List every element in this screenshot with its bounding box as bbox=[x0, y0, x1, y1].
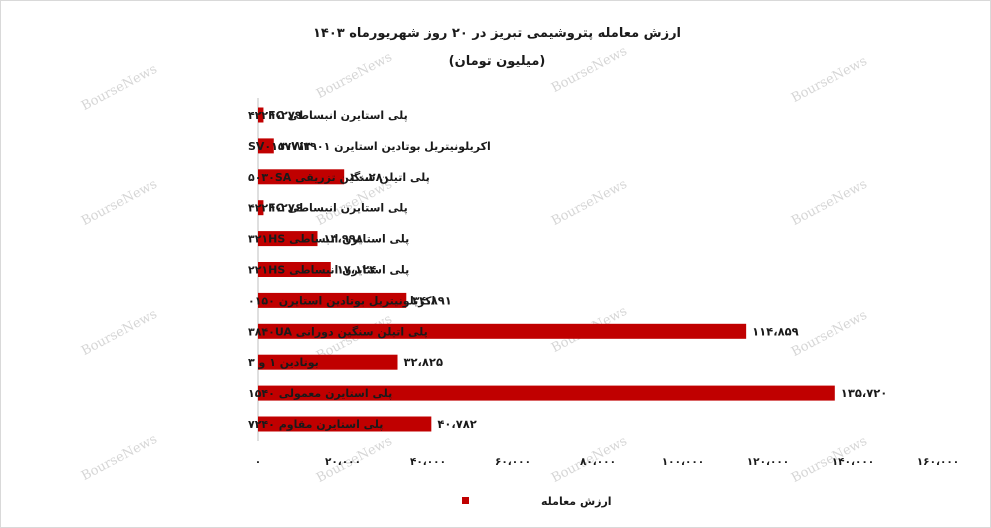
data-label: ۱۳،۹۹۸ bbox=[323, 232, 362, 246]
bar bbox=[258, 323, 747, 339]
x-tick-label: ۱۲۰،۰۰۰ bbox=[747, 456, 789, 468]
category-label: پلی استایرن انبساطی ۴۲۲FC bbox=[248, 109, 408, 122]
watermark-text: BourseNews bbox=[314, 50, 395, 102]
watermark-text: BourseNews bbox=[79, 177, 160, 229]
x-tick-label: ۶۰،۰۰۰ bbox=[495, 456, 531, 468]
watermark-text: BourseNews bbox=[549, 177, 630, 229]
chart-title: ارزش معامله پتروشیمی تبریز در ۲۰ روز شهر… bbox=[313, 26, 681, 41]
watermark-text: BourseNews bbox=[79, 62, 160, 114]
category-label: اکریلونیتریل بوتادین استایرن SV۰۱۵۷W۲۹۰۱ bbox=[248, 140, 491, 153]
category-label: پلی استایرن مقاوم ۷۲۴۰ bbox=[248, 418, 383, 431]
x-tick-label: ۴۰،۰۰۰ bbox=[410, 456, 446, 468]
data-label: ۱۷،۱۲۴ bbox=[337, 263, 376, 277]
category-label: پلی استایرن انبساطی ۲۲۱HS bbox=[248, 264, 409, 277]
watermark-text: BourseNews bbox=[789, 177, 870, 229]
bar bbox=[258, 231, 318, 247]
legend-swatch bbox=[462, 497, 469, 504]
bar bbox=[258, 416, 432, 432]
data-label: ۴۰،۷۸۲ bbox=[437, 417, 476, 431]
bar bbox=[258, 200, 264, 216]
data-label: ۲۰،۲۸۰ bbox=[350, 170, 389, 184]
data-label: ۳،۷۱۳ bbox=[280, 139, 312, 153]
bar bbox=[258, 169, 345, 185]
x-tick-label: ۱۰۰،۰۰۰ bbox=[662, 456, 704, 468]
category-label: اکریلونیتریل بوتادین استایرن ۰۱۵۰ bbox=[248, 294, 435, 307]
category-label: پلی استایرن انبساطی ۴۲۲FC bbox=[248, 202, 408, 215]
bar bbox=[258, 354, 398, 370]
plot-area: پلی استایرن انبساطی ۴۲۲FC۱،۲۷۹اکریلونیتر… bbox=[248, 98, 959, 468]
data-label: ۱۱۴،۸۵۹ bbox=[752, 324, 798, 338]
watermark-text: BourseNews bbox=[79, 307, 160, 359]
category-label: پلی استایرن انبساطی ۳۲۱HS bbox=[248, 233, 409, 246]
legend: ارزش معامله bbox=[462, 495, 612, 508]
x-tick-label: ۱۶۰،۰۰۰ bbox=[917, 456, 959, 468]
x-tick-label: ۲۰،۰۰۰ bbox=[325, 456, 361, 468]
data-label: ۳۲،۸۲۵ bbox=[404, 355, 443, 369]
data-label: ۱،۲۷۹ bbox=[269, 108, 301, 122]
x-tick-label: ۸۰،۰۰۰ bbox=[580, 456, 616, 468]
category-label: بوتادین ۱ و ۳ bbox=[248, 356, 319, 369]
legend-label: ارزش معامله bbox=[541, 495, 612, 508]
bar bbox=[258, 292, 407, 308]
bar bbox=[258, 107, 264, 123]
data-label: ۱۳۵،۷۲۰ bbox=[841, 386, 887, 400]
data-label: ۱،۲۷۶ bbox=[269, 201, 301, 215]
x-tick-label: ۱۴۰،۰۰۰ bbox=[832, 456, 874, 468]
category-label: پلی استایرن معمولی ۱۵۴۰ bbox=[248, 387, 392, 400]
bar bbox=[258, 385, 835, 401]
category-label: پلی اتیلن سنگین تزریقی ۵۰۳۰SA bbox=[248, 171, 430, 184]
category-label: پلی اتیلن سنگین دورانی ۳۸۴۰UA bbox=[248, 325, 428, 338]
bar bbox=[258, 262, 331, 277]
watermark-text: BourseNews bbox=[789, 54, 870, 106]
bar bbox=[258, 138, 274, 154]
watermark-text: BourseNews bbox=[789, 308, 870, 360]
x-tick-label: ۰ bbox=[255, 456, 261, 468]
data-label: ۳۴،۸۹۱ bbox=[412, 293, 451, 307]
chart-subtitle: (میلیون تومان) bbox=[449, 54, 546, 69]
watermark-text: BourseNews bbox=[79, 432, 160, 484]
watermark-text: BourseNews bbox=[549, 44, 630, 96]
